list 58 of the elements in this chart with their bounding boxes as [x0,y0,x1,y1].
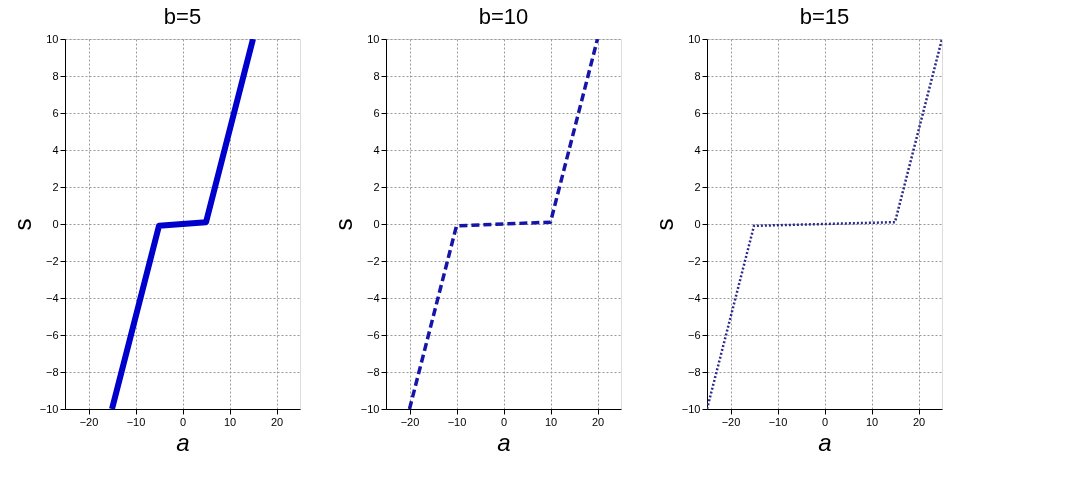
x-tick-label: 20 [591,415,605,428]
y-tick-label: 6 [52,106,59,119]
y-tick-label: −6 [366,328,380,341]
y-tick-label: −10 [681,402,701,415]
x-tick-label: −20 [400,415,420,428]
y-tick-label: −10 [360,402,380,415]
y-tick-label: 10 [688,32,701,45]
y-tick-label: 8 [52,69,59,82]
x-tick-label: 20 [912,415,926,428]
y-tick-label: 0 [694,217,701,230]
y-tick-label: 8 [373,69,380,82]
y-tick-label: −6 [687,328,701,341]
y-tick-label: 8 [694,69,701,82]
x-tick-label: 10 [865,415,879,428]
y-tick-label: 4 [694,143,701,156]
x-axis-title: a [818,428,832,456]
y-tick-label: 0 [373,217,380,230]
y-tick-label: −2 [687,254,701,267]
x-tick-label: −10 [447,415,467,428]
y-tick-label: −4 [687,291,701,304]
x-tick-label: −20 [79,415,99,428]
x-tick-label: 0 [179,415,187,428]
x-tick-label: −10 [768,415,788,428]
y-tick-label: 4 [373,143,380,156]
y-tick-label: 6 [694,106,701,119]
y-tick-label: −2 [366,254,380,267]
y-tick-label: −8 [45,365,59,378]
y-tick-label: 10 [46,32,59,45]
chart-title: b=15 [799,4,850,29]
x-tick-label: 10 [544,415,558,428]
y-tick-label: −6 [45,328,59,341]
y-axis-title: s [329,218,357,231]
x-tick-label: 20 [270,415,284,428]
x-tick-label: 0 [821,415,829,428]
line-series [407,39,600,409]
y-tick-label: 0 [52,217,59,230]
y-tick-label: 2 [694,180,701,193]
y-tick-label: 2 [373,180,380,193]
x-tick-label: 10 [223,415,237,428]
y-tick-label: −10 [39,402,59,415]
y-tick-label: −8 [687,365,701,378]
chart-title: b=5 [163,4,202,29]
y-tick-label: −4 [366,291,380,304]
x-tick-label: −10 [126,415,146,428]
y-axis-title: s [650,218,678,231]
x-tick-label: 0 [500,415,508,428]
y-tick-label: −4 [45,291,59,304]
y-tick-label: 10 [367,32,380,45]
chart-title: b=10 [478,4,529,29]
y-tick-label: −8 [366,365,380,378]
y-tick-label: 2 [52,180,59,193]
y-axis-title: s [8,218,36,231]
x-axis-title: a [497,428,511,456]
x-tick-label: −20 [721,415,741,428]
x-axis-title: a [176,428,190,456]
y-tick-label: 4 [52,143,59,156]
y-tick-label: 6 [373,106,380,119]
y-tick-label: −2 [45,254,59,267]
